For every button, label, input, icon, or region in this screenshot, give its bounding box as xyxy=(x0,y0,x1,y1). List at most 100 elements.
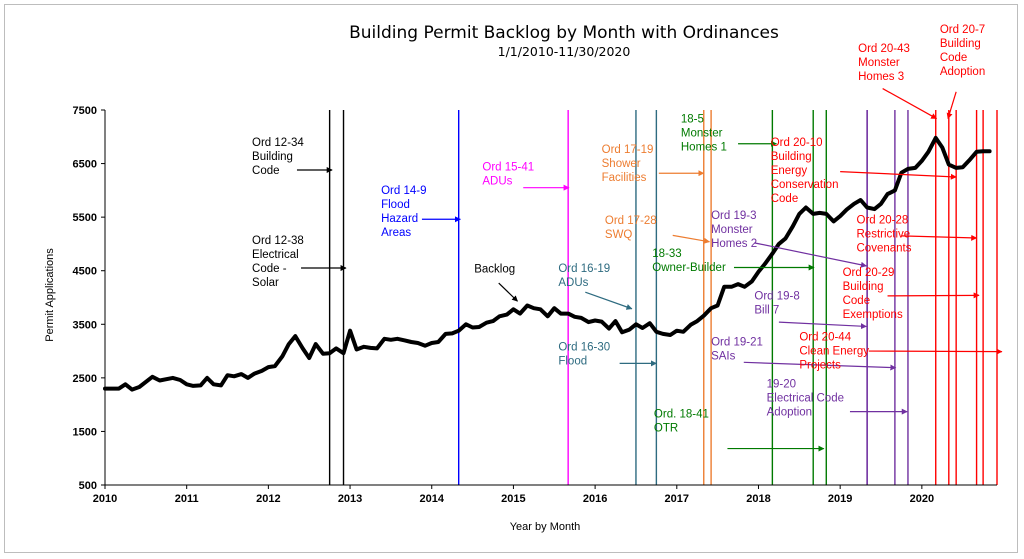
annotation-line: Building xyxy=(771,151,812,163)
annotation: 18-33 Owner-Builder xyxy=(652,248,815,274)
annotation-line: Energy xyxy=(771,165,808,177)
annotation-line: Monster xyxy=(681,127,723,139)
annotation-line: Ord 20-43 xyxy=(858,43,910,55)
annotation-line: Electrical xyxy=(252,249,299,261)
annotation: Ord 17-19 Shower Facilities xyxy=(602,144,705,184)
annotation-label: Ord 16-19 ADUs xyxy=(558,263,610,289)
annotation-line: Code xyxy=(940,52,968,64)
annotation: Ord 20-28 Restrictive Covenants xyxy=(857,215,978,255)
annotation-line: Ord 15-41 xyxy=(482,162,534,174)
y-tick-label: 2500 xyxy=(73,373,97,385)
annotation-line: Building xyxy=(940,38,981,50)
annotation-line: Ord 16-19 xyxy=(558,263,610,275)
annotation-label: Ord 20-7 Building Code Adoption xyxy=(940,24,985,78)
annotation-line: Monster xyxy=(711,224,753,236)
annotation-line: Ord 19-3 xyxy=(711,210,756,222)
annotation: Ord 20-29 Building Code Exemptions xyxy=(843,267,980,321)
annotation-label: Ord 15-41 ADUs xyxy=(482,162,534,188)
annotation-line: Ord 17-19 xyxy=(602,144,654,156)
y-tick-label: 4500 xyxy=(73,266,97,278)
annotation-line: Ord 17-28 xyxy=(605,215,657,227)
annotation-line: ADUs xyxy=(558,277,588,289)
annotation-line: Code xyxy=(843,295,871,307)
x-tick-label: 2020 xyxy=(910,493,934,505)
x-tick-label: 2015 xyxy=(501,493,525,505)
annotation-label: Ord 17-28 SWQ xyxy=(605,215,657,241)
annotation-arrow xyxy=(743,361,897,371)
annotation-line: 18-33 xyxy=(652,248,681,260)
annotation-line: Homes 3 xyxy=(858,71,904,83)
annotation-line: Ord 19-21 xyxy=(711,337,763,349)
annotation-line: Solar xyxy=(252,277,279,289)
annotation-line: Bill 7 xyxy=(754,305,779,317)
annotation: Ord 16-30 Flood xyxy=(558,342,657,368)
x-tick-label: 2014 xyxy=(419,493,444,505)
annotation-line: Projects xyxy=(799,359,841,371)
annotation: Ord 20-10 Building Energy Conservation Code xyxy=(771,137,957,205)
annotation-line: Ord 20-28 xyxy=(857,215,909,227)
annotation-line: OTR xyxy=(654,423,678,435)
annotation-arrow xyxy=(754,242,867,268)
y-tick-label: 3500 xyxy=(73,319,97,331)
annotation-line: Homes 1 xyxy=(681,141,727,153)
annotation-label: Ord 20-28 Restrictive Covenants xyxy=(857,215,912,255)
annotation-line: Flood xyxy=(381,199,410,211)
y-tick-label: 1500 xyxy=(73,426,97,438)
annotation-line: Owner-Builder xyxy=(652,262,726,274)
annotation-label: Ord 20-44 Clean Energy Projects xyxy=(799,331,869,371)
annotation-line: Hazard xyxy=(381,213,418,225)
axes: 500 1500 2500 3500 4500 5500 6500 7500 2010 2011 2… xyxy=(73,105,997,505)
annotation-line: Flood xyxy=(558,356,587,368)
annotation-line: Restrictive xyxy=(857,229,911,241)
annotation: Ord 19-21 SAIs xyxy=(711,337,897,371)
annotation-line: Homes 2 xyxy=(711,238,757,250)
series-layer xyxy=(103,135,992,392)
annotation-line: Exemptions xyxy=(843,309,903,321)
annotation-label: 18-5 Monster Homes 1 xyxy=(681,113,727,153)
annotation-label: Ord 12-38 Electrical Code - Solar xyxy=(252,235,304,289)
annotation-line: 19-20 xyxy=(767,379,796,391)
annotation-line: Areas xyxy=(381,227,411,239)
annotation-line: Ord. 18-41 xyxy=(654,409,709,421)
annotation-arrow xyxy=(946,91,957,120)
annotation-line: SWQ xyxy=(605,229,633,241)
annotation-label: Ord 20-29 Building Code Exemptions xyxy=(843,267,903,321)
chart-title: Building Permit Backlog by Month with Or… xyxy=(349,23,779,43)
annotations: Backlog Ord 12-34 Building Code Ord 12-38 Ele… xyxy=(252,24,1003,452)
annotation: Ord 19-3 Monster Homes 2 xyxy=(711,210,867,268)
annotation-line: Conservation xyxy=(771,179,839,191)
annotation-line: ADUs xyxy=(482,176,512,188)
annotation-line: Shower xyxy=(602,158,641,170)
x-tick-label: 2017 xyxy=(665,493,689,505)
annotation-line: Adoption xyxy=(767,407,812,419)
y-tick-label: 7500 xyxy=(73,105,97,117)
annotation-arrow xyxy=(672,234,711,244)
x-tick-label: 2016 xyxy=(583,493,607,505)
annotation-label: Ord 20-10 Building Energy Conservation Code xyxy=(771,137,839,205)
chart-svg: Building Permit Backlog by Month with Or… xyxy=(44,23,1003,533)
annotation-line: SAIs xyxy=(711,351,736,363)
annotation-line: Clean Energy xyxy=(799,345,869,357)
annotation-line: Ord 16-30 xyxy=(558,342,610,354)
annotation: Ord 12-38 Electrical Code - Solar xyxy=(252,235,347,289)
annotation-label: Ord 17-19 Shower Facilities xyxy=(602,144,654,184)
annotation-arrow xyxy=(868,348,1003,355)
annotation: 18-5 Monster Homes 1 xyxy=(681,113,778,153)
x-axis-label: Year by Month xyxy=(510,521,581,533)
annotation-line: Ord 12-38 xyxy=(252,235,304,247)
annotation-line: Code xyxy=(252,165,279,177)
annotation-arrow xyxy=(901,234,978,241)
annotation-line: Ord 20-7 xyxy=(940,24,985,36)
annotation-line: Code xyxy=(771,193,799,205)
annotation-label: Ord 12-34 Building Code xyxy=(252,137,304,177)
x-tick-label: 2011 xyxy=(175,493,199,505)
annotation-line: Backlog xyxy=(474,263,515,275)
annotation-line: Electrical Code xyxy=(767,393,844,405)
annotation-label: 18-33 Owner-Builder xyxy=(652,248,726,274)
x-tick-label: 2019 xyxy=(828,493,852,505)
annotation: Ord 20-7 Building Code Adoption xyxy=(940,24,985,120)
annotation-line: Code - xyxy=(252,263,287,275)
series-line-backlog xyxy=(103,135,992,392)
annotation-arrow xyxy=(585,291,633,310)
annotation-label: Ord 19-21 SAIs xyxy=(711,337,763,363)
